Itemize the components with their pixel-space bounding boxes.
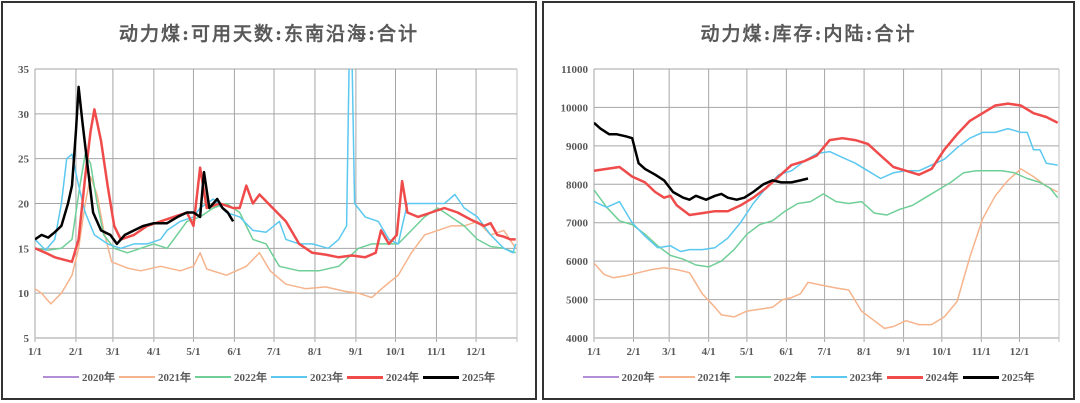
legend-item-2020: 2020年 [43,369,115,385]
y-tick-label: 5 [24,333,30,345]
x-tick-label: 6/1 [227,346,241,358]
chart-panel-available-days: 动力煤:可用天数:东南沿海:合计 5 10 15 20 25 30 35 1/1 2/1 3/1 4… [1,1,537,400]
y-tick-label: 20 [18,199,30,211]
legend-label: 2025年 [1001,372,1035,384]
x-tick-label: 4/1 [147,346,161,358]
legend-swatch-icon [962,375,999,379]
y-tick-label: 8000 [566,179,589,191]
y-tick-label: 11000 [561,64,588,76]
x-tick-label: 7/1 [267,346,281,358]
y-tick-label: 5000 [566,295,589,307]
legend-item-2024: 2024年 [886,369,959,385]
chart-title: 动力煤:库存:内陆:合计 [700,23,917,45]
series-line-2022 [35,153,516,272]
y-tick-label: 4000 [566,333,589,345]
legend-swatch-icon [810,376,847,378]
x-tick-label: 11/1 [972,346,991,358]
series-line-2025 [35,85,235,246]
x-tick-label: 12/1 [466,346,486,358]
y-tick-label: 25 [18,154,30,166]
legend-item-2023: 2023年 [810,369,883,385]
legend-item-2024: 2024年 [347,369,419,385]
series-line-2023 [35,69,517,254]
legend-swatch-icon [347,375,383,379]
y-tick-label: 15 [18,243,30,255]
x-tick-label: 9/1 [349,346,363,358]
y-tick-label: 9000 [566,141,589,153]
legend-item-2021: 2021年 [658,369,731,385]
y-tick-label: 35 [18,64,30,76]
legend-label: 2021年 [697,372,731,384]
x-tick-label: 5/1 [740,346,754,358]
y-tick-label: 7000 [566,218,589,230]
x-tick-label: 3/1 [662,346,676,358]
line-chart-inland-inventory: 4000 5000 6000 7000 8000 9000 10000 11000 1/1 2/1… [561,64,1060,358]
legend-swatch-icon [271,376,307,378]
y-tick-label: 6000 [566,256,589,268]
legend-item-2021: 2021年 [119,369,191,385]
legend-label: 2024年 [925,372,959,384]
legend-swatch-icon [195,376,231,378]
chart-legend: 2020年 2021年 2022年 2023年 2024年 2025年 [3,369,535,385]
legend-label: 2020年 [621,372,655,384]
series-line-2024 [35,108,516,264]
y-tick-label: 10 [18,288,30,300]
legend-label: 2025年 [462,372,495,384]
legend-item-2022: 2022年 [195,369,267,385]
legend-item-2022: 2022年 [734,369,807,385]
legend-item-2025: 2025年 [423,369,495,385]
x-tick-label: 4/1 [702,346,716,358]
x-tick-label: 9/1 [897,346,911,358]
chart-panel-inland-inventory: 动力煤:库存:内陆:合计 4000 5000 6000 7000 8000 9000 100… [542,1,1075,400]
series-line-2022 [594,170,1059,268]
legend-swatch-icon [734,376,771,378]
x-tick-label: 2/1 [626,346,640,358]
chart-title: 动力煤:可用天数:东南沿海:合计 [118,23,420,45]
legend-label: 2022年 [773,372,807,384]
x-tick-label: 8/1 [308,346,322,358]
legend-label: 2023年 [849,372,883,384]
line-chart-available-days: 5 10 15 20 25 30 35 1/1 2/1 3/1 4/1 5/1 6/1 7/1 8/1 9/1… [18,64,518,358]
legend-item-2020: 2020年 [582,369,655,385]
legend-swatch-icon [43,376,79,378]
x-tick-label: 7/1 [818,346,832,358]
series-line-2021 [35,175,517,305]
x-tick-label: 2/1 [69,346,83,358]
y-tick-label: 30 [18,109,30,121]
chart-legend: 2020年 2021年 2022年 2023年 2024年 2025年 [544,369,1073,385]
x-tick-label: 6/1 [779,346,793,358]
legend-label: 2020年 [82,372,115,384]
x-tick-label: 11/1 [427,346,446,358]
x-tick-label: 5/1 [186,346,200,358]
x-tick-label: 1/1 [28,346,42,358]
legend-swatch-icon [582,376,619,378]
legend-label: 2024年 [386,372,419,384]
legend-swatch-icon [119,376,155,378]
legend-label: 2023年 [310,372,343,384]
legend-label: 2021年 [158,372,191,384]
legend-item-2025: 2025年 [962,369,1035,385]
legend-swatch-icon [658,376,695,378]
series-line-2024 [594,102,1059,217]
x-tick-label: 10/1 [386,346,406,358]
x-tick-label: 3/1 [106,346,120,358]
x-tick-label: 10/1 [932,346,952,358]
legend-swatch-icon [423,375,459,379]
x-tick-label: 8/1 [857,346,871,358]
series-line-2023 [594,127,1058,253]
y-tick-label: 10000 [561,102,589,114]
legend-label: 2022年 [234,372,267,384]
legend-swatch-icon [886,375,923,379]
x-tick-label: 1/1 [587,346,601,358]
series-line-2021 [594,168,1059,330]
series-line-2025 [594,121,809,201]
x-tick-label: 12/1 [1010,346,1030,358]
legend-item-2023: 2023年 [271,369,343,385]
